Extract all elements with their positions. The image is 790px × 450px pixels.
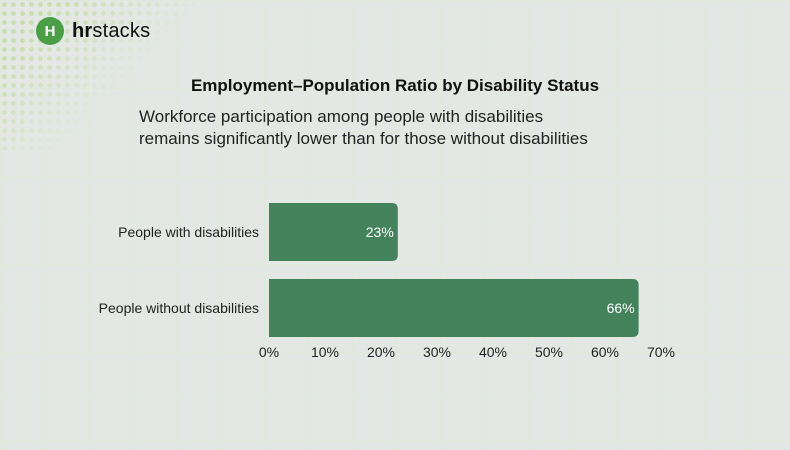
x-tick-label: 60% [591,344,619,360]
x-tick-label: 30% [423,344,451,360]
chart-title: Employment–Population Ratio by Disabilit… [190,76,600,95]
logo-text: hrstacks [72,19,151,42]
category-label: People with disabilities [118,224,259,240]
x-tick-label: 20% [367,344,395,360]
bar [269,203,398,261]
data-label: 66% [607,300,635,316]
logo-icon: H [36,17,64,45]
bar [269,279,639,337]
chart-subtitle: Workforce participation among people wit… [139,107,588,148]
dot-pattern [0,0,200,150]
x-tick-label: 40% [479,344,507,360]
data-label: 23% [366,224,394,240]
x-tick-label: 10% [311,344,339,360]
category-label: People without disabilities [99,300,259,316]
x-tick-label: 50% [535,344,563,360]
logo: H hrstacks [36,17,150,45]
x-tick-label: 70% [647,344,675,360]
x-tick-label: 0% [259,344,279,360]
